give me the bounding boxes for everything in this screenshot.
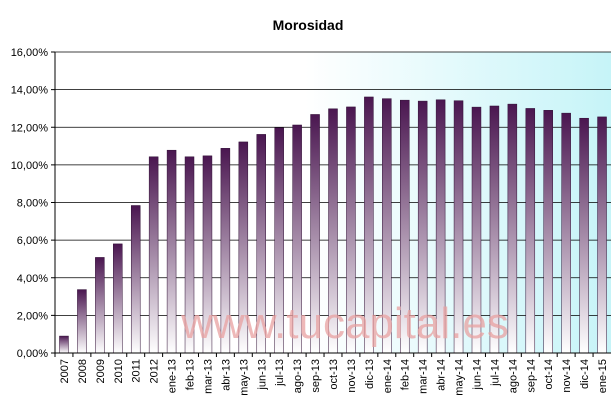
bar-ene-13 [166,149,177,354]
x-axis-tick-labels: 2007 2008 2009 2010 2011 2012 ene-13 feb-13 mar-… [54,353,609,396]
x-tick-label-abr-13: abr-13 [220,359,232,391]
x-tick-label-nov-14: nov-14 [561,359,573,393]
bar-ago-14 [507,103,518,354]
x-tick-label-mar-14: mar-14 [418,359,430,394]
bar-ene-15 [597,116,607,354]
bars [59,96,607,354]
x-tick-label-jun-13: jun-13 [256,359,268,391]
bar-2010 [113,243,123,354]
x-tick-label-abr-14: abr-14 [436,359,448,391]
bar-oct-14 [543,110,553,354]
x-tick-label-ene-15: ene-15 [597,359,609,393]
y-tick-label: 6,00% [17,235,48,247]
x-tick-label-ene-13: ene-13 [167,359,179,393]
y-tick-label: 8,00% [17,198,48,210]
y-axis-tick-labels: 0,00% 2,00% 4,00% 6,00% 8,00% 10,00% 12,00% 14,… [11,47,55,360]
x-tick-label-2008: 2008 [77,359,89,383]
bar-2011 [130,205,141,354]
x-tick-label-ago-13: ago-13 [292,359,304,393]
y-tick-label: 14,00% [11,85,49,97]
y-tick-label: 12,00% [11,122,49,134]
x-tick-label-sep-14: sep-14 [525,359,537,393]
x-tick-label-2009: 2009 [95,359,107,383]
x-tick-label-may-14: may-14 [454,359,466,396]
x-tick-label-sep-13: sep-13 [310,359,322,393]
y-tick-label: 0,00% [17,348,48,360]
x-tick-label-mar-13: mar-13 [202,359,214,394]
bar-2008 [77,289,87,354]
bar-2012 [148,156,159,354]
bar-dic-14 [579,117,589,354]
x-tick-label-dic-13: dic-13 [364,359,376,389]
y-tick-label: 10,00% [11,160,49,172]
x-tick-label-oct-13: oct-13 [328,359,340,390]
bar-2009 [95,257,105,354]
bar-nov-14 [561,112,571,354]
x-tick-label-2007: 2007 [59,359,71,383]
x-tick-label-2011: 2011 [131,359,143,383]
bar-2007 [59,335,69,354]
y-tick-label: 16,00% [11,47,49,59]
x-tick-label-may-13: may-13 [238,359,250,396]
x-tick-label-oct-14: oct-14 [543,359,555,390]
y-tick-label: 4,00% [17,273,48,285]
x-tick-label-ago-14: ago-14 [507,359,519,393]
x-tick-label-dic-14: dic-14 [579,359,591,389]
x-tick-label-jul-14: jul-14 [489,359,501,387]
x-tick-label-jun-14: jun-14 [471,359,483,391]
x-tick-label-2012: 2012 [149,359,161,383]
x-tick-label-ene-14: ene-14 [382,359,394,393]
y-tick-label: 2,00% [17,310,48,322]
x-tick-label-feb-14: feb-14 [400,359,412,390]
bar-sep-14 [525,108,536,354]
watermark: www.tucapital.es [180,299,509,348]
x-tick-label-jul-13: jul-13 [274,359,286,387]
x-tick-label-2010: 2010 [113,359,125,383]
x-tick-label-nov-13: nov-13 [346,359,358,393]
chart-title: Morosidad [273,17,344,33]
x-tick-label-feb-13: feb-13 [185,359,197,390]
